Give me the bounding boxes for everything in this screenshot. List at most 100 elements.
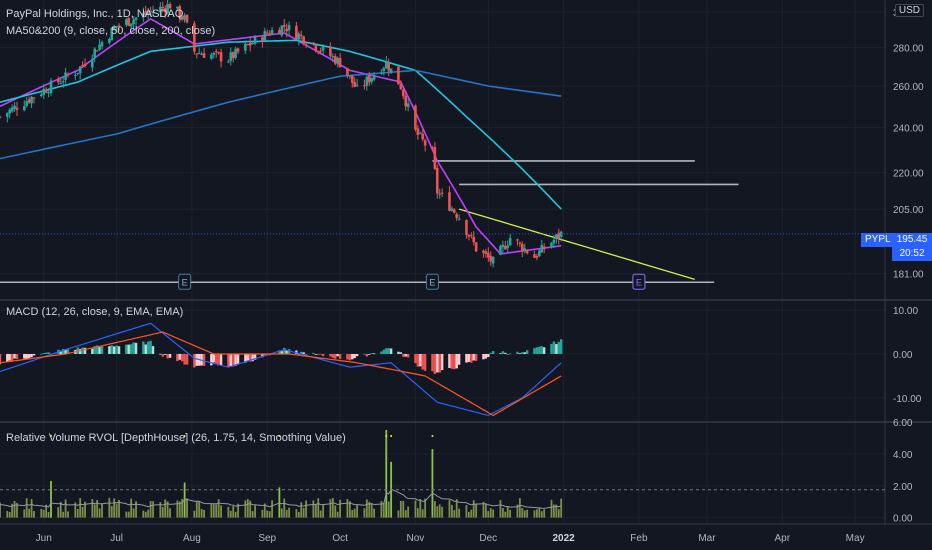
rvol-bar (130, 498, 133, 518)
candle-body (384, 61, 388, 69)
earnings-marker-box (632, 273, 646, 290)
macd-bar (504, 352, 507, 354)
rvol-bar (164, 499, 167, 518)
macd-bar (329, 353, 332, 357)
rvol-bar (84, 501, 86, 518)
candle-body (372, 75, 376, 80)
rvol-bar (237, 503, 239, 518)
macd-bar (535, 347, 539, 354)
rvol-bar (368, 501, 371, 518)
macd-bar (195, 353, 198, 366)
candle-body (234, 48, 237, 58)
rvol-bar (312, 500, 315, 518)
candle-body (42, 88, 46, 95)
candle-body (555, 234, 558, 240)
candle-body (253, 36, 257, 44)
candle-body (518, 242, 522, 244)
rvol-bar (212, 504, 215, 518)
macd-bar (518, 353, 522, 355)
candle-body (100, 42, 104, 47)
candle-body (39, 94, 43, 96)
macd-bar (472, 353, 475, 361)
macd-bar (314, 353, 318, 355)
candle-body (380, 72, 383, 74)
candle-body (168, 4, 172, 9)
macd-bar (348, 353, 352, 361)
candle-body (440, 192, 444, 194)
grid (0, 0, 885, 524)
rvol-bar (144, 511, 147, 518)
candle-body (365, 76, 369, 86)
rvol-bar (159, 502, 162, 518)
currency-label[interactable]: USD (894, 4, 924, 17)
rvol-bar (555, 504, 558, 518)
candle-body (414, 105, 417, 130)
rvol-bar (91, 499, 94, 518)
rvol-bar (487, 511, 490, 518)
macd-bar (450, 353, 454, 369)
candle-body (98, 44, 101, 51)
candle-body (10, 107, 14, 112)
ma-indicator-label[interactable]: MA50&200 (9, close, 50, close, 200, clos… (6, 25, 216, 37)
candle-body (32, 97, 36, 99)
macd-bar (44, 352, 48, 354)
candle-body (0, 116, 2, 118)
rvol-axis-label: 6.00 (893, 418, 913, 429)
rvol-bar (232, 506, 235, 518)
price-axis-label: 205.00 (893, 205, 924, 216)
price-tag-symbol: PYPL (861, 233, 895, 247)
rvol-signal-dot (278, 435, 281, 437)
macd-bar (144, 344, 147, 354)
macd-bar (132, 342, 135, 354)
candle-body (287, 24, 291, 31)
macd-bar (117, 346, 121, 354)
macd-bar (523, 352, 526, 354)
rvol-bar (217, 499, 220, 518)
rvol-bar (302, 508, 305, 518)
rvol-bar (178, 501, 181, 518)
candle-body (146, 12, 150, 14)
macd-bar (129, 344, 133, 354)
rvol-bar (421, 509, 424, 518)
rvol-bar (331, 497, 334, 518)
rvol-bar (13, 501, 16, 518)
rvol-label[interactable]: Relative Volume RVOL [DepthHouse] (26, 1… (6, 432, 346, 444)
rvol-bar (489, 508, 492, 518)
rvol-bar (96, 499, 99, 518)
candle-body (302, 36, 305, 44)
rvol-signal-dot (183, 435, 186, 437)
candle-body (312, 42, 315, 44)
candle-body (134, 17, 138, 20)
rvol-bar (557, 509, 560, 518)
rvol-bar (285, 509, 288, 518)
candle-body (331, 56, 335, 58)
macd-bar (351, 353, 354, 360)
macd-bar (385, 348, 388, 354)
rvol-bar (492, 509, 495, 518)
macd-label[interactable]: MACD (12, 26, close, 9, EMA, EMA) (6, 306, 184, 318)
macd-bar (416, 353, 420, 367)
candle-body (455, 214, 459, 218)
rvol-bar (382, 502, 385, 518)
rvol-bar (297, 511, 300, 518)
macd-bar (151, 346, 155, 354)
candle-body (389, 68, 393, 73)
candle-body (299, 34, 303, 36)
candle-body (81, 64, 84, 66)
candle-body (117, 25, 121, 27)
rvol-bar (348, 501, 351, 518)
macd-bar (246, 353, 249, 361)
candle-body (246, 44, 250, 46)
candle-body (336, 57, 339, 63)
rvol-bar (436, 506, 439, 518)
rvol-bar (465, 505, 468, 518)
rvol-bar (23, 509, 26, 518)
candle-body (144, 11, 148, 15)
macd-bar (467, 353, 471, 362)
macd-bar (304, 353, 308, 355)
rvol-bar (509, 509, 512, 518)
time-axis-label: May (846, 533, 865, 544)
rvol-bar (0, 502, 1, 518)
candle-body (151, 11, 155, 14)
